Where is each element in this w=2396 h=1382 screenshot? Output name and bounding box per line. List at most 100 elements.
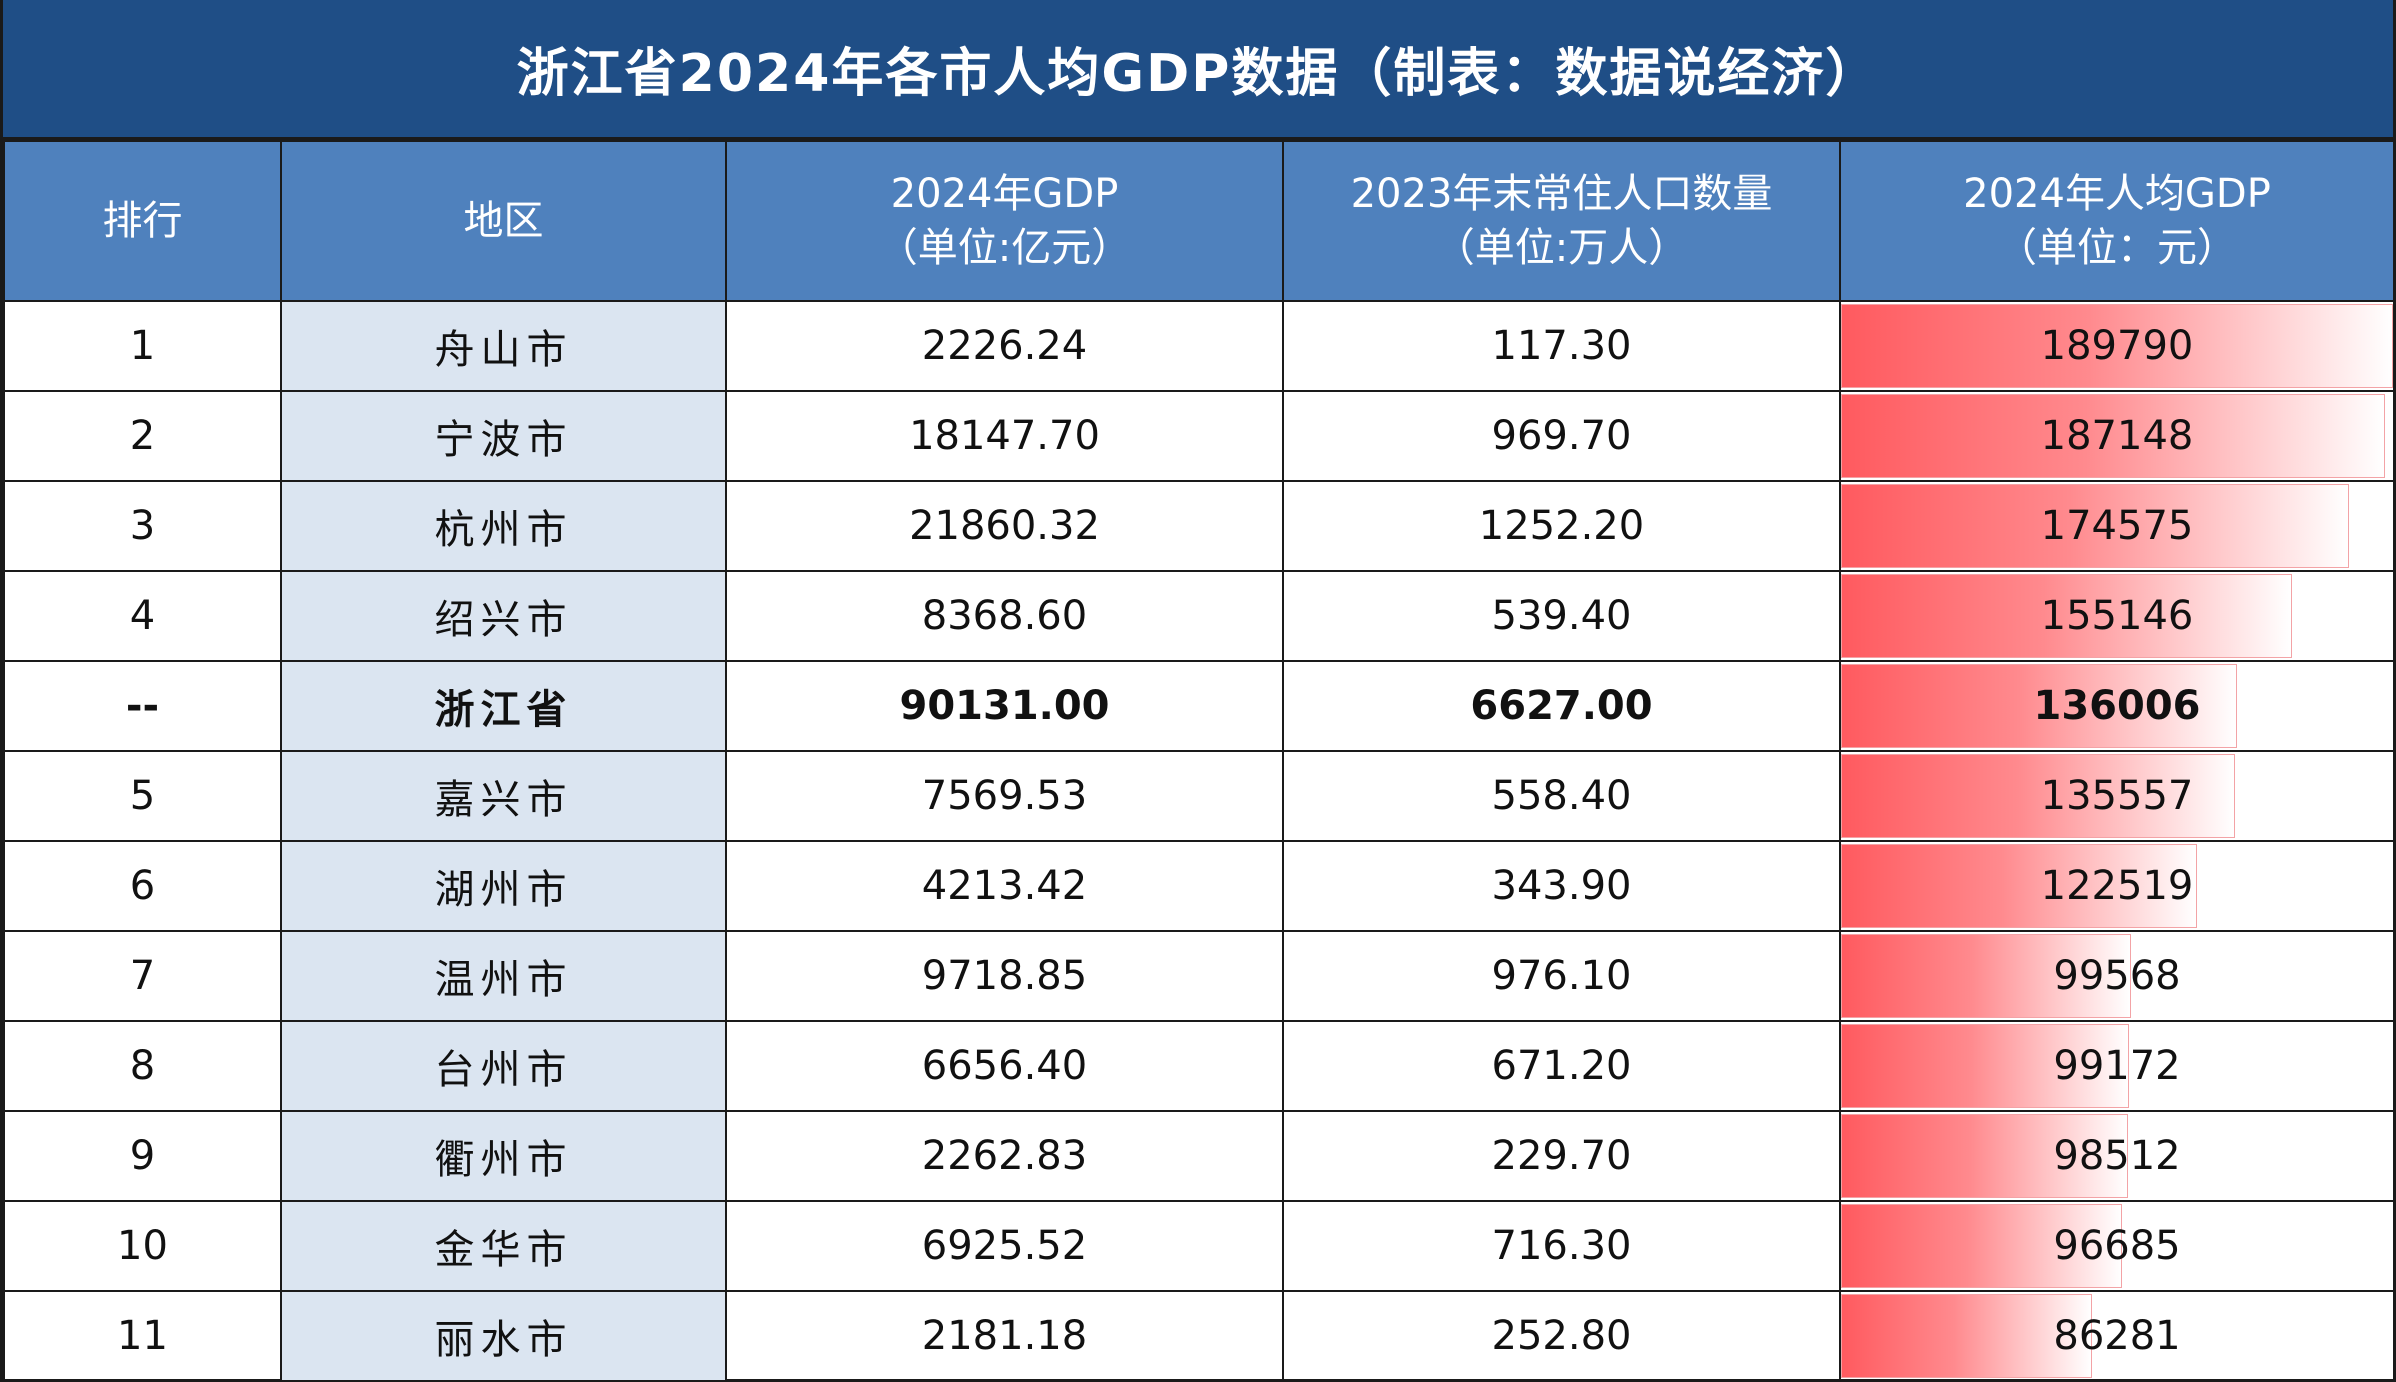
per-capita-value: 189790 [2040,323,2194,369]
population-cell[interactable]: 976.10 [1282,930,1841,1022]
region-cell[interactable]: 舟山市 [280,300,727,392]
gdp-cell[interactable]: 6925.52 [725,1200,1284,1292]
rank-cell[interactable]: 9 [3,1110,282,1202]
rank-cell[interactable]: 3 [3,480,282,572]
rank-cell[interactable]: 5 [3,750,282,842]
table-title: 浙江省2024年各市人均GDP数据（制表：数据说经济） [3,0,2393,140]
table-row: 11 丽水市 2181.18 252.80 86281 [3,1290,2395,1382]
rank-cell[interactable]: 8 [3,1020,282,1112]
rank-cell[interactable]: -- [3,660,282,752]
rank-cell[interactable]: 4 [3,570,282,662]
per-capita-value: 122519 [2040,863,2194,909]
header-per-capita[interactable]: 2024年人均GDP （单位：元） [1839,140,2395,302]
header-rank[interactable]: 排行 [3,140,282,302]
population-cell[interactable]: 539.40 [1282,570,1841,662]
data-bar [1842,664,2237,748]
gdp-cell[interactable]: 18147.70 [725,390,1284,482]
header-per-capita-unit: （单位：元） [1997,225,2237,271]
rank-cell[interactable]: 6 [3,840,282,932]
table-row: 2 宁波市 18147.70 969.70 187148 [3,390,2395,482]
gdp-cell[interactable]: 7569.53 [725,750,1284,842]
region-cell[interactable]: 台州市 [280,1020,727,1112]
population-cell[interactable]: 252.80 [1282,1290,1841,1382]
per-capita-cell[interactable]: 98512 [1839,1110,2395,1202]
data-bar [1842,1294,2092,1378]
gdp-cell[interactable]: 2262.83 [725,1110,1284,1202]
per-capita-value: 136006 [2033,683,2201,729]
gdp-cell[interactable]: 90131.00 [725,660,1284,752]
per-capita-cell[interactable]: 174575 [1839,480,2395,572]
table-row: 9 衢州市 2262.83 229.70 98512 [3,1110,2395,1202]
per-capita-value: 98512 [2053,1133,2181,1179]
data-bar [1842,574,2293,658]
data-bar [1842,754,2236,838]
region-cell[interactable]: 金华市 [280,1200,727,1292]
per-capita-value: 99172 [2053,1043,2181,1089]
header-population-label: 2023年末常住人口数量 [1350,171,1773,217]
per-capita-cell[interactable]: 96685 [1839,1200,2395,1292]
population-cell[interactable]: 716.30 [1282,1200,1841,1292]
rank-cell[interactable]: 7 [3,930,282,1022]
rank-cell[interactable]: 2 [3,390,282,482]
table-row: 5 嘉兴市 7569.53 558.40 135557 [3,750,2395,842]
per-capita-value: 135557 [2040,773,2194,819]
per-capita-cell[interactable]: 187148 [1839,390,2395,482]
population-cell[interactable]: 671.20 [1282,1020,1841,1112]
table-row: 4 绍兴市 8368.60 539.40 155146 [3,570,2395,662]
per-capita-cell[interactable]: 155146 [1839,570,2395,662]
gdp-cell[interactable]: 21860.32 [725,480,1284,572]
gdp-cell[interactable]: 2181.18 [725,1290,1284,1382]
region-cell[interactable]: 嘉兴市 [280,750,727,842]
region-cell[interactable]: 浙江省 [280,660,727,752]
population-cell[interactable]: 969.70 [1282,390,1841,482]
header-region-label: 地区 [463,198,544,244]
data-bar [1842,1024,2130,1108]
population-cell[interactable]: 343.90 [1282,840,1841,932]
population-cell[interactable]: 1252.20 [1282,480,1841,572]
header-gdp[interactable]: 2024年GDP （单位:亿元） [725,140,1284,302]
region-cell[interactable]: 湖州市 [280,840,727,932]
region-cell[interactable]: 绍兴市 [280,570,727,662]
table-row: 7 温州市 9718.85 976.10 99568 [3,930,2395,1022]
rank-cell[interactable]: 11 [3,1290,282,1382]
rank-cell[interactable]: 10 [3,1200,282,1292]
region-cell[interactable]: 宁波市 [280,390,727,482]
per-capita-value: 187148 [2040,413,2194,459]
per-capita-cell[interactable]: 86281 [1839,1290,2395,1382]
per-capita-cell[interactable]: 99172 [1839,1020,2395,1112]
per-capita-cell[interactable]: 135557 [1839,750,2395,842]
gdp-cell[interactable]: 4213.42 [725,840,1284,932]
per-capita-cell[interactable]: 122519 [1839,840,2395,932]
data-bar [1842,394,2386,478]
region-cell[interactable]: 衢州市 [280,1110,727,1202]
data-bar [1842,304,2392,388]
population-cell[interactable]: 6627.00 [1282,660,1841,752]
region-cell[interactable]: 杭州市 [280,480,727,572]
population-cell[interactable]: 229.70 [1282,1110,1841,1202]
per-capita-value: 155146 [2040,593,2194,639]
per-capita-value: 86281 [2053,1313,2181,1359]
data-bar [1842,1114,2128,1198]
gdp-cell[interactable]: 2226.24 [725,300,1284,392]
population-cell[interactable]: 117.30 [1282,300,1841,392]
region-cell[interactable]: 丽水市 [280,1290,727,1382]
table-body: 1 舟山市 2226.24 117.30 189790 2 宁波市 18147.70 969.7… [3,300,2395,1382]
gdp-table: 排行 地区 2024年GDP （单位:亿元） 2023年末常住人口数量 （单位:… [3,140,2395,1382]
header-population[interactable]: 2023年末常住人口数量 （单位:万人） [1282,140,1841,302]
per-capita-cell[interactable]: 189790 [1839,300,2395,392]
table-row: 8 台州市 6656.40 671.20 99172 [3,1020,2395,1112]
rank-cell[interactable]: 1 [3,300,282,392]
header-region[interactable]: 地区 [280,140,727,302]
header-gdp-unit: （单位:亿元） [877,225,1132,271]
per-capita-cell[interactable]: 136006 [1839,660,2395,752]
table-row: 1 舟山市 2226.24 117.30 189790 [3,300,2395,392]
data-bar [1842,1204,2123,1288]
gdp-cell[interactable]: 8368.60 [725,570,1284,662]
gdp-cell[interactable]: 9718.85 [725,930,1284,1022]
per-capita-cell[interactable]: 99568 [1839,930,2395,1022]
region-cell[interactable]: 温州市 [280,930,727,1022]
gdp-cell[interactable]: 6656.40 [725,1020,1284,1112]
data-bar [1842,844,2198,928]
population-cell[interactable]: 558.40 [1282,750,1841,842]
